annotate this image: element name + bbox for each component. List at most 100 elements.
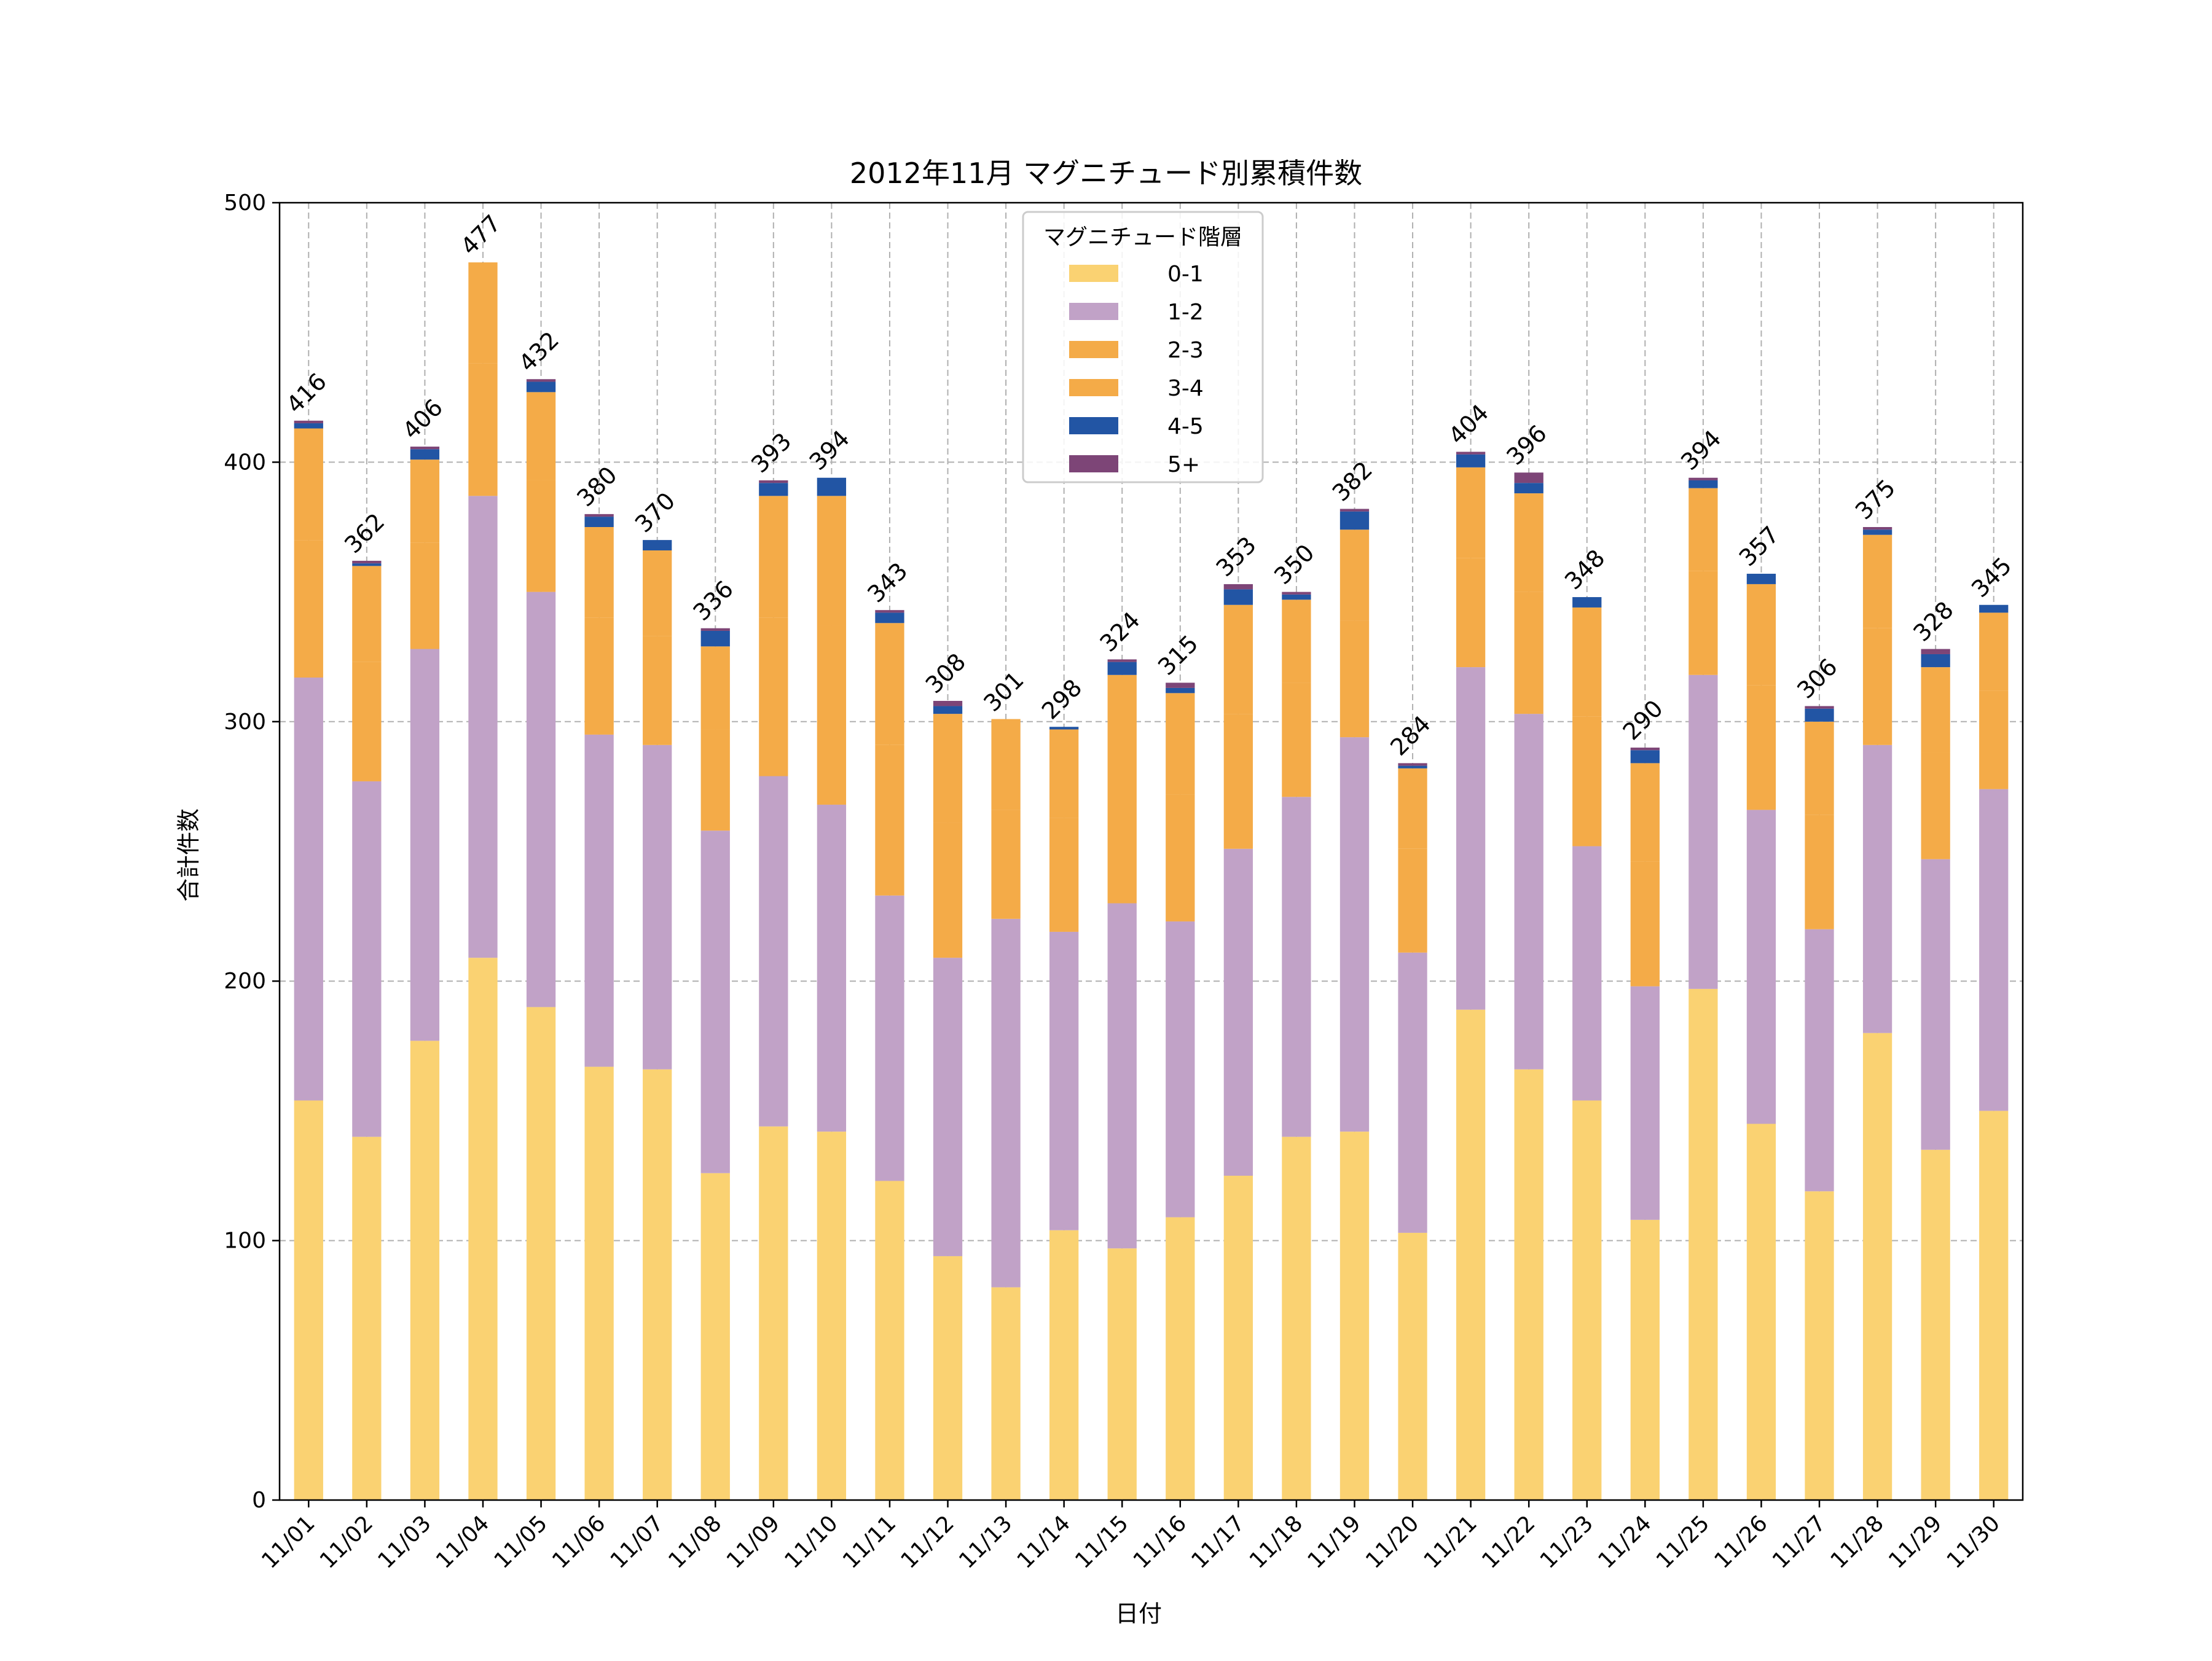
bar-segment-3-4	[352, 566, 382, 662]
bar-segment-1-2	[1862, 745, 1892, 1033]
bar-segment-1-2	[1572, 846, 1602, 1101]
bar-segment-2-3	[817, 625, 847, 805]
bar-segment-5+	[1630, 748, 1660, 751]
bar-segment-0-1	[1805, 1191, 1834, 1500]
bar-segment-3-4	[1921, 667, 1950, 753]
bar-segment-4-5	[1805, 708, 1834, 722]
legend-label: 3-4	[1167, 376, 1204, 401]
bar-segment-3-4	[1514, 493, 1543, 592]
bar-segment-0-1	[875, 1181, 904, 1500]
bar-segment-3-4	[468, 262, 498, 364]
bar-segment-4-5	[1282, 594, 1311, 600]
bar-segment-2-3	[759, 617, 788, 776]
bar-segment-3-4	[817, 496, 847, 626]
legend-swatch	[1069, 303, 1118, 320]
bar-segment-5+	[933, 701, 963, 706]
bar-segment-5+	[1862, 527, 1892, 530]
bar-segment-5+	[1514, 472, 1543, 483]
bar-segment-1-2	[1921, 859, 1950, 1150]
bar-segment-4-5	[584, 517, 614, 527]
bar-segment-5+	[1339, 509, 1370, 512]
bar-segment-2-3	[294, 540, 323, 678]
bar-segment-3-4	[643, 550, 672, 636]
bar-segment-2-3	[1746, 685, 1776, 810]
bar-segment-1-2	[817, 804, 847, 1132]
bar-segment-3-4	[410, 459, 440, 543]
legend-swatch	[1069, 455, 1118, 472]
chart-title: 2012年11月 マグニチュード別累積件数	[850, 157, 1362, 190]
bar-segment-5+	[1398, 763, 1427, 766]
bar-segment-5+	[410, 447, 440, 450]
bar-segment-1-2	[1282, 797, 1311, 1137]
legend-box	[1022, 211, 1264, 483]
bar-segment-0-1	[643, 1069, 672, 1500]
bar-segment-3-4	[1688, 488, 1718, 571]
bar-segment-3-4	[700, 646, 730, 730]
bar-segment-0-1	[1339, 1131, 1370, 1500]
bar-segment-1-2	[468, 496, 498, 958]
bar-segment-0-1	[1514, 1069, 1543, 1500]
bar-segment-1-2	[1049, 931, 1079, 1230]
bar-segment-0-1	[294, 1100, 323, 1500]
bar-segment-5+	[1688, 477, 1718, 480]
bar-segment-0-1	[1688, 988, 1718, 1500]
bar-segment-1-2	[526, 592, 556, 1007]
y-tick-label: 0	[252, 1488, 266, 1513]
bar-segment-4-5	[294, 423, 323, 429]
bar-segment-3-4	[526, 392, 556, 480]
bar-segment-4-5	[1049, 727, 1079, 730]
bar-segment-5+	[1456, 451, 1486, 455]
bar-segment-4-5	[1630, 750, 1660, 764]
bar-segment-1-2	[700, 830, 730, 1173]
bar-segment-4-5	[933, 706, 963, 714]
bar-segment-5+	[352, 560, 382, 564]
bar-segment-1-2	[584, 734, 614, 1067]
bar-segment-1-2	[1456, 667, 1486, 1010]
bar-segment-1-2	[1398, 952, 1427, 1233]
bar-segment-3-4	[1166, 693, 1195, 795]
bar-segment-2-3	[1282, 682, 1311, 797]
bar-segment-0-1	[817, 1131, 847, 1500]
bar-segment-4-5	[1166, 687, 1195, 694]
bar-segment-1-2	[1223, 848, 1253, 1176]
bar-segment-0-1	[1282, 1136, 1311, 1500]
bar-segment-2-3	[584, 617, 614, 735]
bar-segment-4-5	[643, 540, 672, 551]
bar-segment-4-5	[410, 449, 440, 460]
bar-segment-4-5	[1979, 604, 2009, 613]
bar-segment-0-1	[526, 1007, 556, 1500]
bar-segment-3-4	[584, 527, 614, 618]
bar-segment-3-4	[1049, 729, 1079, 818]
x-axis-title: 日付	[1115, 1600, 1162, 1627]
bar-segment-4-5	[1456, 454, 1486, 467]
bar-segment-4-5	[1688, 480, 1718, 488]
bar-segment-3-4	[875, 623, 904, 745]
bar-segment-5+	[700, 628, 730, 631]
bar-segment-4-5	[1398, 765, 1427, 768]
bar-segment-0-1	[1398, 1232, 1427, 1500]
bar-segment-4-5	[1746, 574, 1776, 584]
bar-segment-3-4	[1282, 600, 1311, 683]
bar-segment-0-1	[933, 1256, 963, 1500]
bar-segment-5+	[584, 514, 614, 517]
bar-segment-1-2	[1805, 929, 1834, 1192]
bar-segment-3-4	[933, 714, 963, 823]
bar-segment-2-3	[933, 823, 963, 958]
legend-swatch	[1069, 265, 1118, 282]
y-tick-label: 300	[224, 709, 266, 735]
bar-segment-3-4	[294, 428, 323, 541]
bar-segment-3-4	[1862, 534, 1892, 628]
bar-segment-2-3	[1979, 690, 2009, 789]
bar-segment-0-1	[1572, 1100, 1602, 1500]
bar-segment-1-2	[294, 677, 323, 1101]
bar-segment-2-3	[1339, 620, 1370, 738]
bar-segment-5+	[1166, 682, 1195, 688]
bar-segment-2-3	[1398, 848, 1427, 953]
bar-segment-2-3	[1572, 716, 1602, 846]
bar-segment-1-2	[643, 745, 672, 1069]
bar-segment-5+	[526, 379, 556, 382]
bar-segment-0-1	[1456, 1009, 1486, 1500]
bar-segment-0-1	[1746, 1124, 1776, 1500]
